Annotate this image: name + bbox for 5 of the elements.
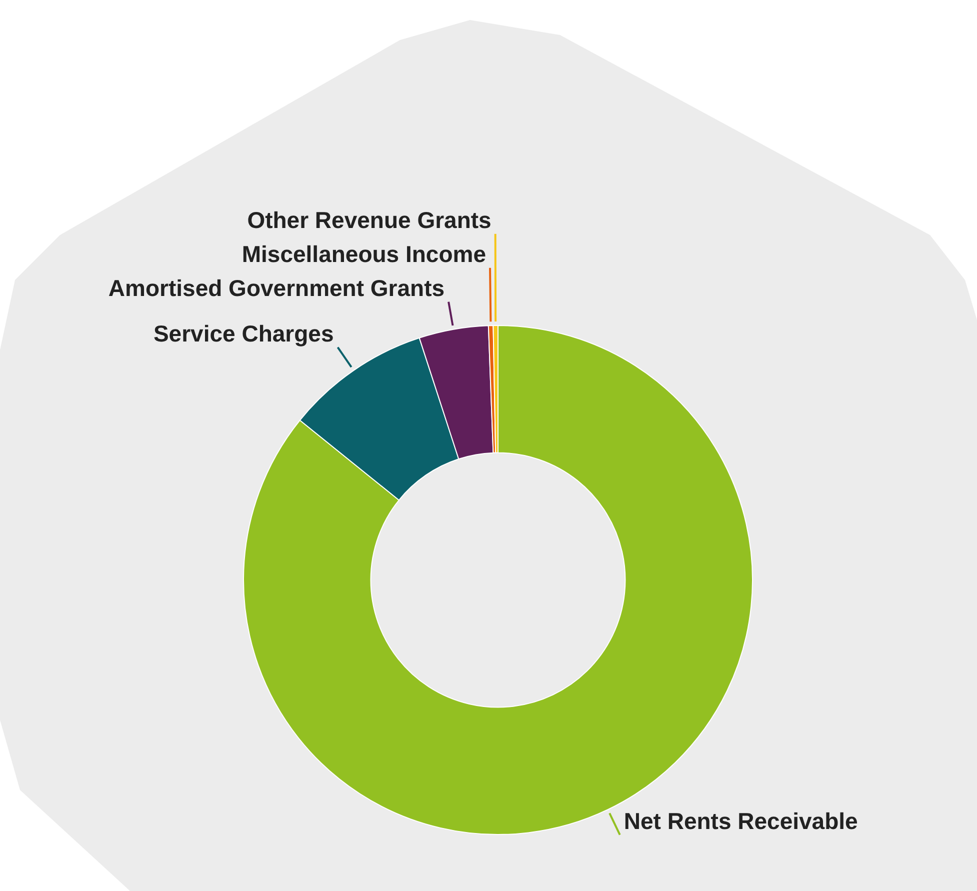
slice-label: Other Revenue Grants	[247, 207, 492, 234]
slice-label: Miscellaneous Income	[242, 241, 486, 268]
slice-label: Service Charges	[153, 320, 334, 347]
slice-label: Amortised Government Grants	[108, 275, 445, 302]
slice-label: Net Rents Receivable	[624, 808, 858, 834]
